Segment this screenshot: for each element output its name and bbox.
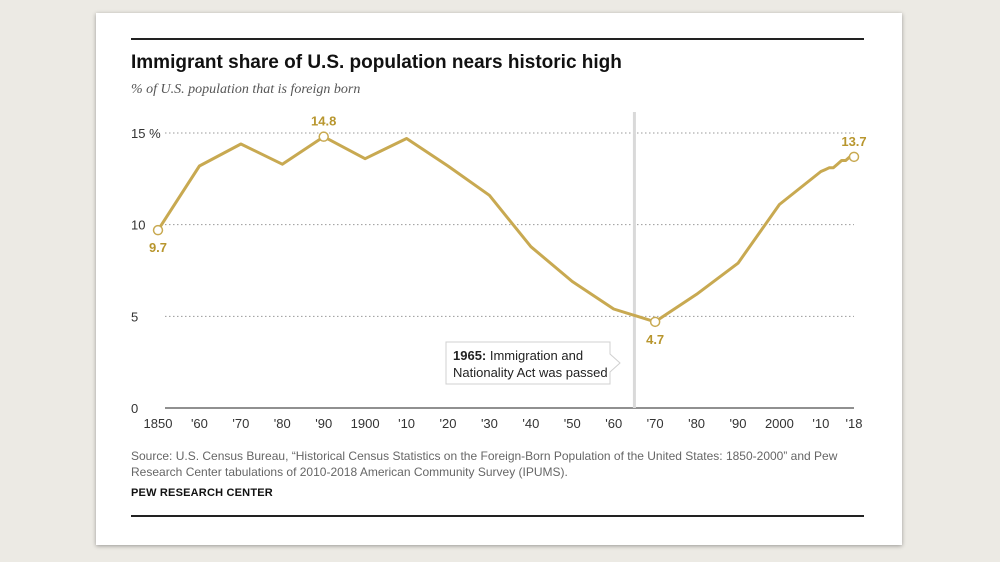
data-label: 13.7 [841,134,866,149]
x-tick-label: '90 [315,416,332,431]
highlight-point [649,316,661,328]
highlight-point [848,151,860,163]
x-tick-label: '10 [812,416,829,431]
x-tick-label: '40 [522,416,539,431]
x-axis-ticks: 1850 '60 '70 '80 '90 1900 '10 '20 '30 '40 '50 '60 '7… [144,416,863,431]
x-tick-label: 2000 [765,416,794,431]
annotation-year: 1965: [453,348,486,363]
x-tick-label: '30 [481,416,498,431]
highlight-point [318,131,329,142]
highlight-points: 9.7 14.8 4.7 13.7 [149,114,867,347]
x-tick-label: '20 [440,416,457,431]
highlight-point [152,224,164,236]
data-label: 9.7 [149,240,167,255]
data-label: 14.8 [311,114,336,129]
chart-title: Immigrant share of U.S. population nears… [131,52,622,73]
y-tick-label: 5 [131,309,138,324]
gridlines [165,132,854,409]
chart-card [96,13,902,545]
y-tick-label: 0 [131,401,138,416]
x-tick-label: '60 [191,416,208,431]
x-tick-label: '18 [846,416,863,431]
annotation-line-2: Nationality Act was passed [453,365,608,380]
x-tick-label: '80 [274,416,291,431]
x-tick-label: '80 [688,416,705,431]
x-tick-label: '70 [232,416,249,431]
series-line [156,135,856,324]
source-note: Source: U.S. Census Bureau, “Historical … [131,449,838,479]
bottom-rule [131,515,864,517]
x-tick-label: '90 [730,416,747,431]
annotation-box [445,341,621,385]
x-tick-label: 1900 [351,416,380,431]
x-tick-label: '60 [605,416,622,431]
y-tick-label: 15 % [131,126,161,141]
annotation-line-1: 1965: Immigration and [453,348,583,363]
annotation-text: Immigration and [486,348,583,363]
y-tick-label: 10 [131,218,145,233]
x-tick-label: '70 [647,416,664,431]
x-tick-label: '50 [564,416,581,431]
data-label: 4.7 [646,332,664,347]
chart-subtitle: % of U.S. population that is foreign bor… [131,82,361,97]
annotation-callout: 1965: Immigration and Nationality Act wa… [445,341,621,385]
y-axis-ticks: 0 5 10 15 % [131,126,161,416]
x-tick-label: '10 [398,416,415,431]
x-tick-label: 1850 [144,416,173,431]
brand-label: PEW RESEARCH CENTER [131,487,273,499]
top-rule [131,38,864,40]
